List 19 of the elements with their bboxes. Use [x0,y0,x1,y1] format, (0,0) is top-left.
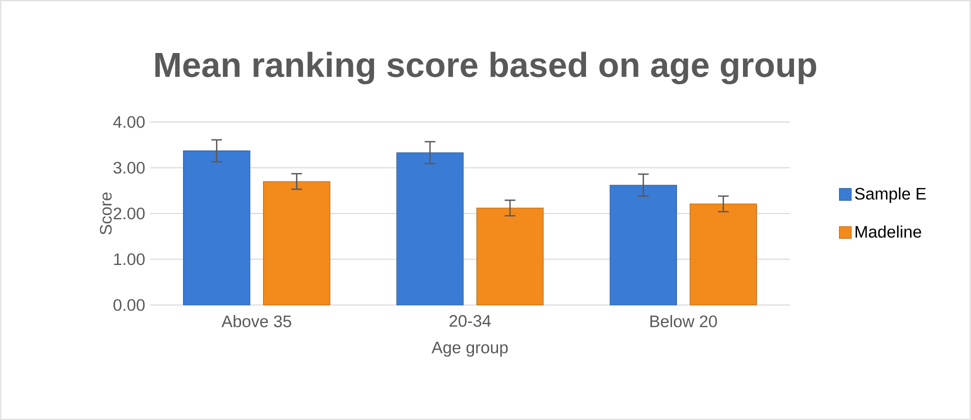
bar [396,152,464,306]
legend-label: Sample E [855,187,926,203]
y-tick-label: 4.00 [113,116,145,128]
y-tick-label: 2.00 [114,208,145,220]
x-tick-label: Above 35 [222,315,292,328]
bar [690,204,757,306]
y-axis-title: Score [100,192,112,235]
y-tick-label: 1.00 [114,253,145,266]
legend-label: Madeline [856,225,922,238]
y-tick-label: 3.00 [113,162,145,174]
chart-title: Mean ranking score based on age group [155,52,816,84]
x-axis-title: Age group [432,342,508,357]
x-tick-label: 20-34 [450,315,491,327]
bar [263,181,330,306]
bar [183,150,250,306]
bar [476,208,544,306]
x-tick-label: Below 20 [650,315,717,328]
y-tick-label: 0.00 [114,299,145,311]
bar [610,184,677,306]
